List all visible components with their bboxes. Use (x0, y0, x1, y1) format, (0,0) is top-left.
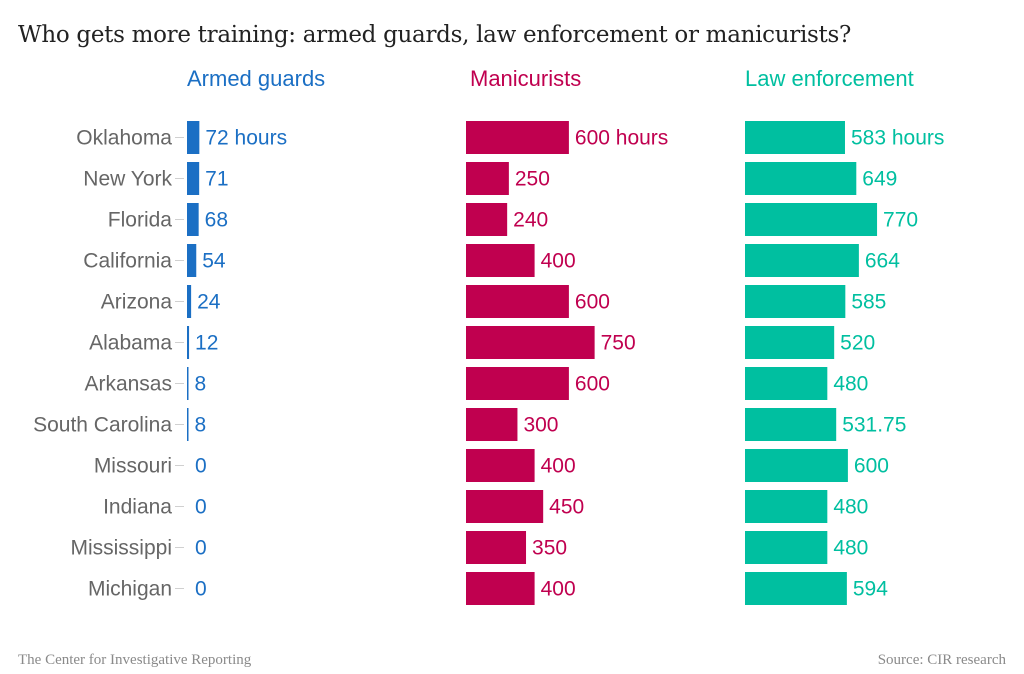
value-label-law-enforcement-mississippi: 480 (833, 537, 868, 560)
value-label-law-enforcement-california: 664 (865, 250, 900, 273)
value-label-manicurists-mississippi: 350 (532, 537, 567, 560)
state-label-alabama: Alabama (89, 332, 172, 355)
state-label-florida: Florida (108, 209, 173, 232)
value-label-law-enforcement-arizona: 585 (851, 291, 886, 314)
bar-law-enforcement-arizona (745, 285, 846, 318)
state-label-arizona: Arizona (101, 291, 173, 314)
bar-law-enforcement-california (745, 244, 859, 277)
bar-manicurists-alabama (466, 326, 595, 359)
bar-armed-guards-oklahoma (187, 121, 200, 154)
bar-manicurists-california (466, 244, 535, 277)
value-label-manicurists-oklahoma: 600 hours (575, 127, 668, 150)
value-label-law-enforcement-new-york: 649 (862, 168, 897, 191)
bar-law-enforcement-oklahoma (745, 121, 845, 154)
column-header-armed-guards: Armed guards (187, 66, 326, 91)
value-label-law-enforcement-michigan: 594 (853, 578, 888, 601)
value-label-manicurists-arkansas: 600 (575, 373, 610, 396)
bar-law-enforcement-missouri (745, 449, 848, 482)
value-label-law-enforcement-oklahoma: 583 hours (851, 127, 944, 150)
value-label-armed-guards-alabama: 12 (195, 332, 218, 355)
bar-manicurists-indiana (466, 490, 544, 523)
bar-law-enforcement-alabama (745, 326, 835, 359)
chart-title: Who gets more training: armed guards, la… (18, 22, 851, 48)
value-label-armed-guards-california: 54 (202, 250, 226, 273)
value-label-armed-guards-florida: 68 (205, 209, 228, 232)
bar-armed-guards-new-york (187, 162, 200, 195)
value-label-manicurists-florida: 240 (513, 209, 548, 232)
value-label-armed-guards-oklahoma: 72 hours (205, 127, 287, 150)
value-label-law-enforcement-missouri: 600 (854, 455, 889, 478)
value-label-armed-guards-new-york: 71 (205, 168, 228, 191)
bar-armed-guards-california (187, 244, 197, 277)
state-label-missouri: Missouri (94, 455, 172, 478)
state-label-indiana: Indiana (103, 496, 172, 519)
value-label-manicurists-south-carolina: 300 (523, 414, 558, 437)
state-label-california: California (83, 250, 172, 273)
bar-law-enforcement-mississippi (745, 531, 828, 564)
bar-manicurists-missouri (466, 449, 535, 482)
state-label-arkansas: Arkansas (84, 373, 172, 396)
value-label-armed-guards-arizona: 24 (197, 291, 221, 314)
bar-armed-guards-south-carolina (187, 408, 189, 441)
value-label-manicurists-alabama: 750 (601, 332, 636, 355)
value-label-manicurists-michigan: 400 (541, 578, 576, 601)
bar-law-enforcement-indiana (745, 490, 828, 523)
bar-manicurists-arizona (466, 285, 569, 318)
bar-manicurists-florida (466, 203, 508, 236)
bar-manicurists-michigan (466, 572, 535, 605)
value-label-law-enforcement-alabama: 520 (840, 332, 875, 355)
bar-armed-guards-florida (187, 203, 199, 236)
state-label-michigan: Michigan (88, 578, 172, 601)
column-header-manicurists: Manicurists (470, 66, 582, 91)
state-label-new-york: New York (83, 168, 172, 191)
footer-source: Source: CIR research (877, 652, 1006, 668)
bar-armed-guards-alabama (187, 326, 190, 359)
bar-law-enforcement-michigan (745, 572, 847, 605)
footer-credit: The Center for Investigative Reporting (18, 652, 252, 668)
state-label-south-carolina: South Carolina (33, 414, 172, 437)
value-label-armed-guards-south-carolina: 8 (195, 414, 207, 437)
value-label-manicurists-arizona: 600 (575, 291, 610, 314)
state-label-oklahoma: Oklahoma (76, 127, 172, 150)
value-label-manicurists-indiana: 450 (549, 496, 584, 519)
bar-manicurists-new-york (466, 162, 509, 195)
bar-law-enforcement-south-carolina (745, 408, 837, 441)
bar-armed-guards-arizona (187, 285, 192, 318)
value-label-law-enforcement-arkansas: 480 (833, 373, 868, 396)
value-label-law-enforcement-south-carolina: 531.75 (842, 414, 906, 437)
value-label-armed-guards-arkansas: 8 (195, 373, 207, 396)
value-label-law-enforcement-florida: 770 (883, 209, 918, 232)
value-label-manicurists-california: 400 (541, 250, 576, 273)
bar-law-enforcement-florida (745, 203, 878, 236)
bar-manicurists-oklahoma (466, 121, 569, 154)
bar-manicurists-south-carolina (466, 408, 518, 441)
bar-armed-guards-arkansas (187, 367, 189, 400)
value-label-armed-guards-michigan: 0 (195, 578, 207, 601)
value-label-manicurists-new-york: 250 (515, 168, 550, 191)
column-header-law-enforcement: Law enforcement (745, 66, 914, 91)
value-label-law-enforcement-indiana: 480 (833, 496, 868, 519)
bar-manicurists-arkansas (466, 367, 569, 400)
value-label-armed-guards-missouri: 0 (195, 455, 207, 478)
value-label-armed-guards-indiana: 0 (195, 496, 207, 519)
state-label-mississippi: Mississippi (70, 537, 172, 560)
value-label-manicurists-missouri: 400 (541, 455, 576, 478)
bar-law-enforcement-new-york (745, 162, 857, 195)
bar-manicurists-mississippi (466, 531, 527, 564)
bar-law-enforcement-arkansas (745, 367, 828, 400)
value-label-armed-guards-mississippi: 0 (195, 537, 207, 560)
